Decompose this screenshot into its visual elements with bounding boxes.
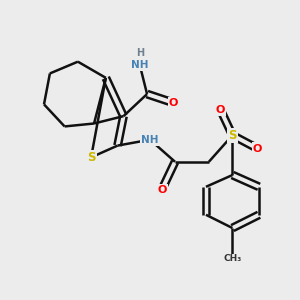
Text: O: O <box>216 105 225 115</box>
Text: S: S <box>87 151 95 164</box>
Text: H: H <box>136 48 144 59</box>
Text: NH: NH <box>141 135 159 145</box>
Text: NH: NH <box>131 60 148 70</box>
Text: CH₃: CH₃ <box>223 254 242 263</box>
Text: S: S <box>228 129 237 142</box>
Text: O: O <box>253 143 262 154</box>
Text: O: O <box>169 98 178 108</box>
Text: O: O <box>157 185 167 195</box>
